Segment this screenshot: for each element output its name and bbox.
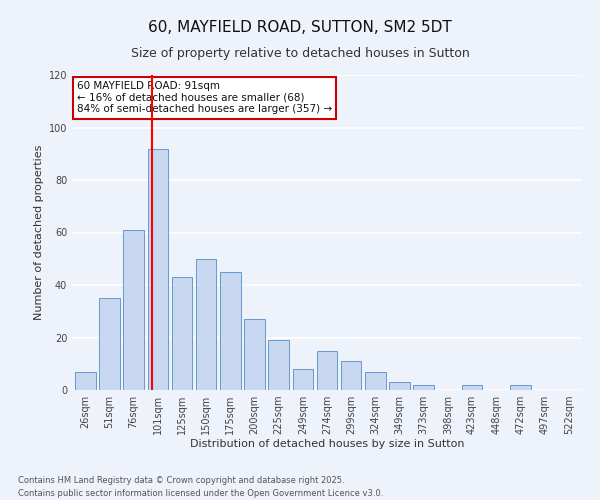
Bar [148, 148, 168, 390]
Bar [99, 298, 120, 390]
Text: 60, MAYFIELD ROAD, SUTTON, SM2 5DT: 60, MAYFIELD ROAD, SUTTON, SM2 5DT [148, 20, 452, 35]
Bar [462, 385, 482, 390]
Y-axis label: Number of detached properties: Number of detached properties [34, 145, 44, 320]
Text: Size of property relative to detached houses in Sutton: Size of property relative to detached ho… [131, 48, 469, 60]
Bar [389, 382, 410, 390]
X-axis label: Distribution of detached houses by size in Sutton: Distribution of detached houses by size … [190, 438, 464, 448]
Bar [510, 385, 530, 390]
Bar [293, 369, 313, 390]
Bar [341, 361, 361, 390]
Bar [124, 230, 144, 390]
Text: 60 MAYFIELD ROAD: 91sqm
← 16% of detached houses are smaller (68)
84% of semi-de: 60 MAYFIELD ROAD: 91sqm ← 16% of detache… [77, 82, 332, 114]
Bar [75, 372, 95, 390]
Bar [365, 372, 386, 390]
Bar [268, 340, 289, 390]
Bar [196, 259, 217, 390]
Bar [244, 319, 265, 390]
Bar [317, 350, 337, 390]
Text: Contains HM Land Registry data © Crown copyright and database right 2025.
Contai: Contains HM Land Registry data © Crown c… [18, 476, 383, 498]
Bar [220, 272, 241, 390]
Bar [172, 277, 192, 390]
Bar [413, 385, 434, 390]
